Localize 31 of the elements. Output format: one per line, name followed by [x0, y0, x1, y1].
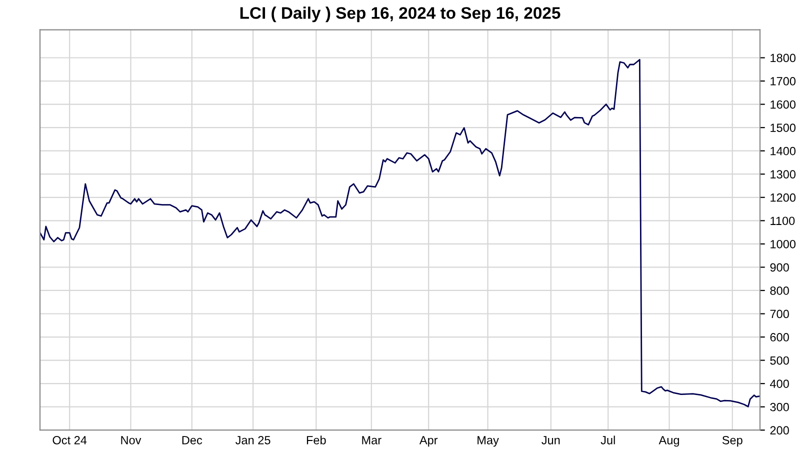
y-tick-label: 800 — [770, 286, 789, 295]
x-tick-label: Sep — [722, 436, 742, 447]
line-series — [40, 58, 760, 408]
y-tick-label: 300 — [770, 402, 789, 412]
x-tick-label: Apr — [419, 436, 438, 447]
x-tick-label: Oct 24 — [52, 436, 87, 444]
y-tick-label: 1000 — [770, 240, 796, 248]
y-tick-label: 900 — [770, 263, 789, 272]
x-tick-label: Aug — [658, 436, 680, 447]
y-tick-label: 700 — [770, 310, 789, 318]
y-tick-label: 1200 — [770, 193, 796, 202]
y-tick-label: 1600 — [770, 100, 796, 109]
y-tick-label: 1400 — [770, 146, 796, 156]
x-tick-label: Jul — [600, 436, 615, 444]
y-tick-label: 600 — [770, 333, 789, 342]
y-tick-label: 200 — [770, 426, 789, 435]
y-tick-label: 1500 — [770, 124, 796, 132]
x-tick-label: Nov — [121, 436, 142, 444]
y-tick-label: 500 — [770, 356, 789, 365]
y-tick-label: 1700 — [770, 77, 796, 86]
y-tick-label: 400 — [770, 380, 789, 388]
x-tick-label: May — [478, 436, 499, 447]
x-tick-label: Jun — [542, 436, 560, 444]
x-tick-label: Dec — [182, 436, 202, 444]
x-tick-label: Mar — [362, 436, 382, 444]
x-tick-label: Feb — [306, 436, 326, 444]
chart-title: LCI ( Daily ) Sep 16, 2024 to Sep 16, 2025 — [240, 6, 560, 22]
y-tick-label: 1300 — [770, 170, 796, 179]
x-tick-label: Jan 25 — [236, 436, 270, 444]
y-tick-label: 1100 — [770, 216, 795, 226]
y-tick-label: 1800 — [770, 54, 796, 62]
